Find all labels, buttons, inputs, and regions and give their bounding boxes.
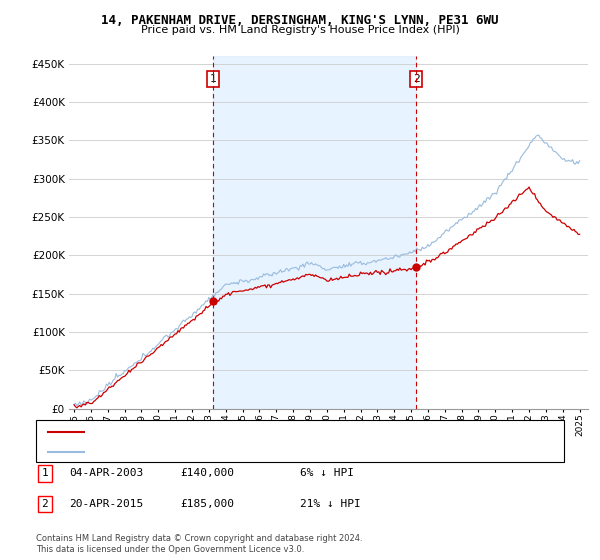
Text: 2: 2 [413,74,419,84]
Text: 04-APR-2003: 04-APR-2003 [69,468,143,478]
Text: £140,000: £140,000 [180,468,234,478]
Text: 20-APR-2015: 20-APR-2015 [69,499,143,509]
Text: £185,000: £185,000 [180,499,234,509]
Text: Price paid vs. HM Land Registry's House Price Index (HPI): Price paid vs. HM Land Registry's House … [140,25,460,35]
Text: 1: 1 [209,74,217,84]
Text: 2: 2 [41,499,49,509]
Text: 21% ↓ HPI: 21% ↓ HPI [300,499,361,509]
Text: 14, PAKENHAM DRIVE, DERSINGHAM, KING'S LYNN, PE31 6WU (detached house): 14, PAKENHAM DRIVE, DERSINGHAM, KING'S L… [90,427,501,437]
Bar [213,56,416,409]
Text: 14, PAKENHAM DRIVE, DERSINGHAM, KING'S LYNN, PE31 6WU: 14, PAKENHAM DRIVE, DERSINGHAM, KING'S L… [101,14,499,27]
Text: 6% ↓ HPI: 6% ↓ HPI [300,468,354,478]
Text: HPI: Average price, detached house, King's Lynn and West Norfolk: HPI: Average price, detached house, King… [90,446,466,456]
Text: This data is licensed under the Open Government Licence v3.0.: This data is licensed under the Open Gov… [36,545,304,554]
Text: 1: 1 [41,468,49,478]
Text: Contains HM Land Registry data © Crown copyright and database right 2024.: Contains HM Land Registry data © Crown c… [36,534,362,543]
